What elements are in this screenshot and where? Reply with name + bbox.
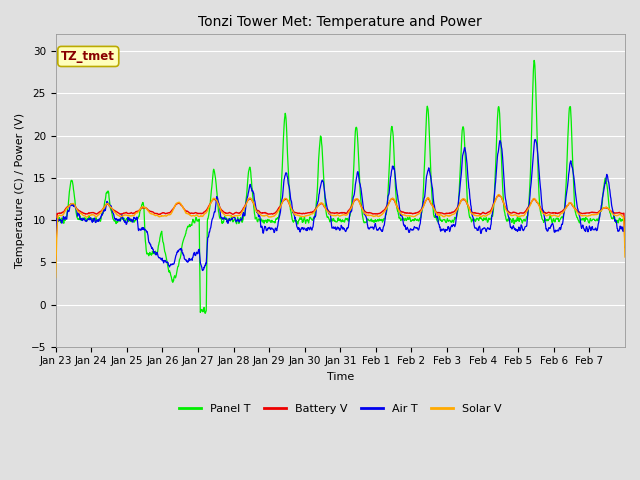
Battery V: [326, 209, 333, 215]
Panel T: [141, 223, 148, 229]
Line: Battery V: Battery V: [56, 195, 625, 259]
Battery V: [559, 208, 566, 214]
Panel T: [531, 58, 538, 63]
Air T: [559, 220, 566, 226]
Battery V: [614, 210, 622, 216]
Air T: [621, 244, 629, 250]
Solar V: [621, 254, 629, 260]
Battery V: [475, 211, 483, 216]
Panel T: [559, 215, 566, 220]
Line: Air T: Air T: [56, 140, 625, 271]
Battery V: [52, 256, 60, 262]
X-axis label: Time: Time: [326, 372, 354, 382]
Battery V: [315, 203, 323, 208]
Solar V: [495, 192, 502, 197]
Air T: [315, 192, 323, 197]
Battery V: [621, 244, 629, 250]
Solar V: [52, 275, 60, 280]
Panel T: [52, 248, 60, 254]
Panel T: [202, 311, 209, 316]
Panel T: [326, 219, 333, 225]
Solar V: [475, 213, 483, 219]
Air T: [326, 211, 333, 217]
Solar V: [559, 210, 566, 216]
Panel T: [315, 151, 323, 156]
Panel T: [621, 245, 629, 251]
Air T: [614, 228, 622, 234]
Line: Solar V: Solar V: [56, 194, 625, 277]
Panel T: [614, 220, 622, 226]
Legend: Panel T, Battery V, Air T, Solar V: Panel T, Battery V, Air T, Solar V: [175, 399, 506, 418]
Battery V: [141, 205, 148, 211]
Text: TZ_tmet: TZ_tmet: [61, 50, 115, 63]
Air T: [198, 268, 206, 274]
Solar V: [614, 213, 622, 218]
Line: Panel T: Panel T: [56, 60, 625, 313]
Air T: [475, 224, 483, 230]
Air T: [52, 258, 60, 264]
Solar V: [315, 203, 323, 208]
Title: Tonzi Tower Met: Temperature and Power: Tonzi Tower Met: Temperature and Power: [198, 15, 482, 29]
Air T: [141, 226, 148, 232]
Solar V: [326, 211, 333, 216]
Air T: [531, 137, 539, 143]
Panel T: [475, 218, 483, 224]
Battery V: [495, 192, 502, 198]
Y-axis label: Temperature (C) / Power (V): Temperature (C) / Power (V): [15, 113, 25, 268]
Solar V: [141, 204, 148, 210]
